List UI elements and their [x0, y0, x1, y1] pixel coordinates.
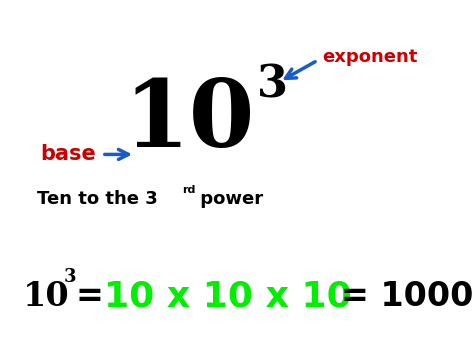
- Text: =: =: [76, 280, 104, 313]
- Text: exponent: exponent: [322, 48, 418, 66]
- Text: 10 x 10 x 10: 10 x 10 x 10: [104, 279, 352, 313]
- Text: 3: 3: [64, 268, 76, 286]
- Text: Ten to the 3: Ten to the 3: [37, 190, 158, 208]
- Text: = 1000: = 1000: [341, 280, 474, 313]
- Text: 10: 10: [124, 76, 255, 166]
- Text: 3: 3: [257, 64, 288, 107]
- Text: 10: 10: [23, 280, 70, 313]
- Text: rd: rd: [182, 185, 196, 195]
- Text: power: power: [194, 190, 264, 208]
- Text: base: base: [40, 144, 96, 164]
